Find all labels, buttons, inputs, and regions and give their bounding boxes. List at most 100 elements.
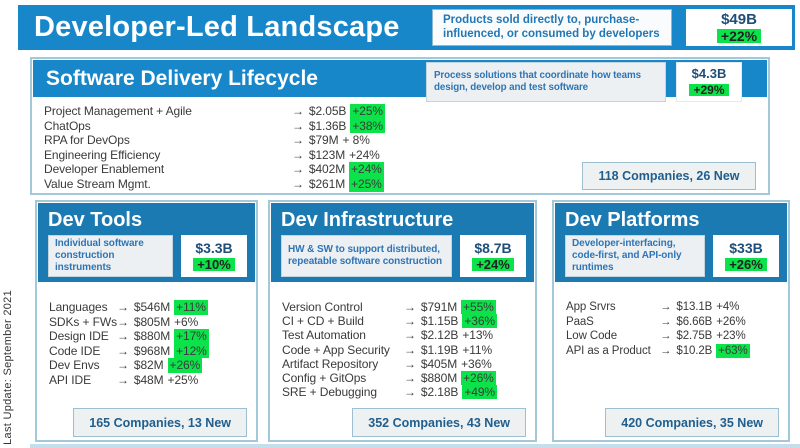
item-growth: +23% bbox=[716, 330, 746, 343]
item-growth: +12% bbox=[174, 343, 209, 359]
section-dev-platforms: Dev Platforms Developer-interfacing, cod… bbox=[552, 200, 790, 442]
arrow-icon: → bbox=[292, 176, 304, 191]
list-item: API as a Product → $10.2B +63% bbox=[566, 343, 750, 359]
lifecycle-item-list: Project Management + Agile → $2.05B +25%… bbox=[44, 104, 385, 192]
item-growth: +17% bbox=[174, 329, 209, 344]
dev-platforms-value: $33B bbox=[729, 239, 763, 256]
list-item: Low Code → $2.75B +23% bbox=[566, 329, 750, 344]
dev-infrastructure-value: $8.7B bbox=[474, 239, 512, 256]
item-value: $123M bbox=[308, 147, 346, 162]
item-label: SDKs + FWs bbox=[49, 314, 118, 329]
item-value: $6.66B bbox=[676, 315, 713, 328]
dev-tools-item-list: Languages → $546M +11% SDKs + FWs → $805… bbox=[49, 300, 209, 388]
item-value: $48M bbox=[133, 372, 164, 387]
arrow-icon: → bbox=[292, 147, 304, 162]
item-value: $405M bbox=[420, 356, 458, 371]
lifecycle-companies-box: 118 Companies, 26 New bbox=[582, 162, 756, 190]
dev-infrastructure-item-list: Version Control → $791M +55% CI + CD + B… bbox=[282, 300, 497, 400]
item-value: $402M bbox=[308, 162, 346, 177]
dev-tools-description-box: Individual software construction instrum… bbox=[48, 235, 173, 277]
dev-platforms-companies-count: 420 Companies, 35 New bbox=[621, 415, 763, 430]
list-item: SRE + Debugging → $2.18B +49% bbox=[282, 385, 497, 400]
dev-tools-header-bar: Dev Tools Individual software constructi… bbox=[38, 203, 255, 282]
item-growth: +25% bbox=[350, 104, 385, 119]
list-item: ChatOps → $1.36B +38% bbox=[44, 118, 385, 134]
list-item: Version Control → $791M +55% bbox=[282, 300, 497, 315]
item-value: $2.05B bbox=[308, 104, 347, 118]
item-label: RPA for DevOps bbox=[44, 133, 130, 148]
item-label: Value Stream Mgmt. bbox=[44, 176, 151, 191]
item-value: $261M bbox=[308, 176, 346, 191]
arrow-icon: → bbox=[660, 344, 672, 357]
item-label: Code IDE bbox=[49, 343, 101, 358]
section-dev-tools: Dev Tools Individual software constructi… bbox=[35, 200, 258, 442]
arrow-icon: → bbox=[292, 104, 304, 118]
list-item: Dev Envs → $82M +26% bbox=[49, 358, 209, 373]
item-label: Dev Envs bbox=[49, 358, 100, 373]
lifecycle-title: Software Delivery Lifecycle bbox=[46, 67, 318, 90]
item-label: PaaS bbox=[566, 315, 594, 328]
item-label: API IDE bbox=[49, 372, 91, 387]
item-growth: +25% bbox=[167, 372, 199, 387]
total-market-value: $49B bbox=[721, 10, 757, 28]
item-label: Artifact Repository bbox=[282, 356, 379, 371]
total-growth-badge: +22% bbox=[716, 28, 762, 43]
item-value: $2.75B bbox=[676, 330, 713, 343]
dev-platforms-description: Developer-interfacing, code-first, and A… bbox=[572, 238, 682, 273]
list-item: Code IDE → $968M +12% bbox=[49, 343, 209, 359]
item-value: $1.15B bbox=[420, 314, 459, 329]
item-label: Config + GitOps bbox=[282, 371, 367, 386]
item-growth: +24% bbox=[349, 162, 384, 177]
item-growth: +11% bbox=[174, 300, 208, 315]
item-value: $1.19B bbox=[420, 342, 459, 357]
dev-platforms-value-box: $33B +26% bbox=[713, 235, 779, 277]
item-label: Developer Enablement bbox=[44, 162, 165, 177]
item-value: $805M bbox=[133, 314, 171, 329]
dev-platforms-header-bar: Dev Platforms Developer-interfacing, cod… bbox=[555, 203, 787, 282]
dev-tools-value: $3.3B bbox=[195, 239, 233, 256]
dev-platforms-growth-badge: +26% bbox=[725, 257, 767, 271]
list-item: Value Stream Mgmt. → $261M +25% bbox=[44, 176, 385, 192]
dev-platforms-item-list: App Srvrs → $13.1B +4% PaaS → $6.66B +26… bbox=[566, 300, 750, 359]
arrow-icon: → bbox=[117, 358, 129, 373]
item-growth: +13% bbox=[462, 328, 493, 343]
item-growth: +6% bbox=[174, 314, 199, 329]
item-label: Engineering Efficiency bbox=[44, 147, 161, 162]
item-value: $82M bbox=[133, 358, 164, 373]
list-item: App Srvrs → $13.1B +4% bbox=[566, 300, 750, 315]
arrow-icon: → bbox=[404, 314, 416, 329]
arrow-icon: → bbox=[404, 328, 416, 343]
item-label: CI + CD + Build bbox=[282, 314, 364, 329]
item-label: ChatOps bbox=[44, 118, 91, 133]
item-value: $968M bbox=[133, 343, 171, 358]
arrow-icon: → bbox=[660, 330, 672, 343]
item-label: Languages bbox=[49, 300, 108, 314]
arrow-icon: → bbox=[660, 315, 672, 328]
item-growth: +26% bbox=[167, 358, 203, 373]
dev-tools-companies-box: 165 Companies, 13 New bbox=[73, 408, 247, 437]
item-label: Version Control bbox=[282, 300, 363, 314]
list-item: API IDE → $48M +25% bbox=[49, 373, 209, 388]
list-item: RPA for DevOps → $79M + 8% bbox=[44, 133, 385, 148]
lifecycle-description: Process solutions that coordinate how te… bbox=[434, 70, 641, 93]
item-growth: + 8% bbox=[342, 133, 370, 148]
section-dev-infrastructure: Dev Infrastructure HW & SW to support di… bbox=[268, 200, 537, 442]
item-growth: +38% bbox=[350, 118, 385, 134]
arrow-icon: → bbox=[404, 385, 416, 400]
dev-tools-title: Dev Tools bbox=[48, 209, 143, 231]
total-market-value-box: $49B +22% bbox=[686, 9, 792, 46]
header-description-box: Products sold directly to, purchase-infl… bbox=[432, 9, 672, 46]
lifecycle-companies-count: 118 Companies, 26 New bbox=[598, 169, 740, 183]
dev-infrastructure-growth-badge: +24% bbox=[472, 257, 514, 271]
item-label: Design IDE bbox=[49, 329, 109, 344]
item-label: Test Automation bbox=[282, 328, 366, 343]
page-title: Developer-Led Landscape bbox=[34, 11, 400, 43]
arrow-icon: → bbox=[404, 356, 416, 371]
arrow-icon: → bbox=[117, 343, 129, 358]
list-item: Artifact Repository → $405M +36% bbox=[282, 357, 497, 371]
item-growth: +26% bbox=[716, 315, 746, 328]
item-value: $10.2B bbox=[676, 344, 713, 357]
section-software-delivery-lifecycle: Software Delivery Lifecycle Process solu… bbox=[30, 57, 770, 195]
item-growth: +36% bbox=[462, 314, 497, 329]
